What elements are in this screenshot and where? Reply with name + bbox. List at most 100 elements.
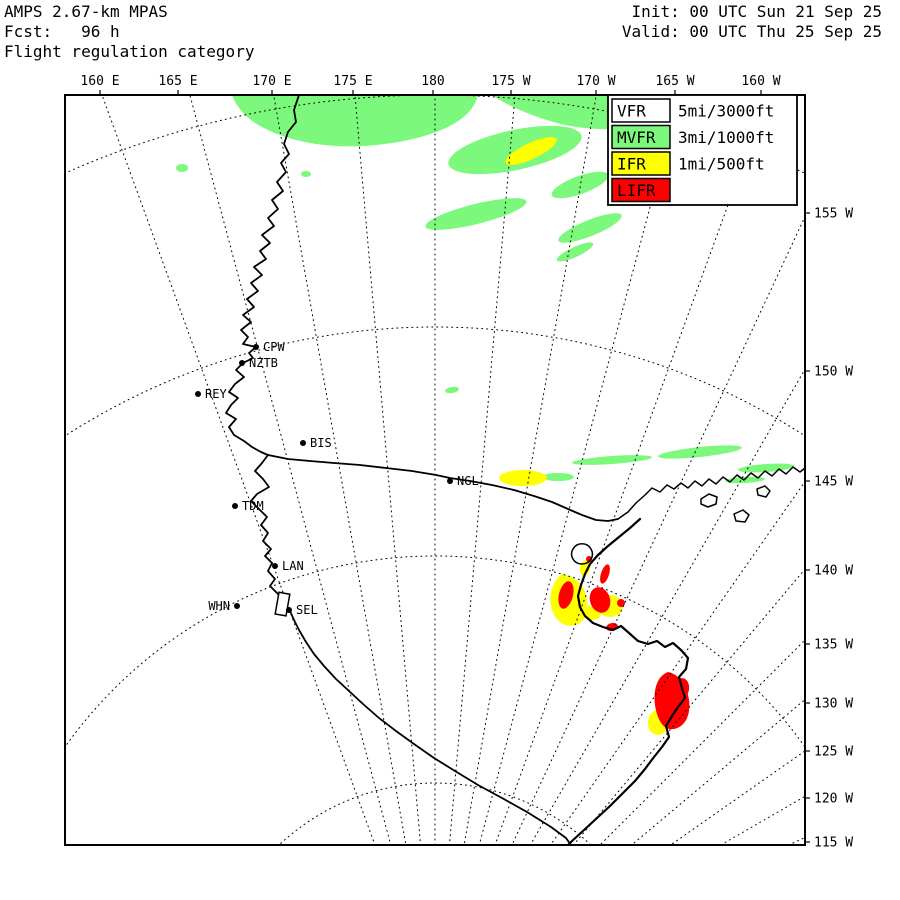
legend-label-lifr: LIFR [617,181,656,200]
longitude-label-top: 165 W [655,74,694,89]
longitude-label-right: 145 W [814,475,853,490]
lifr-area [617,599,625,607]
mvfr-area [425,198,527,230]
mvfr-area [572,455,652,465]
lifr-area [600,564,610,584]
island [733,509,750,523]
mvfr-area [551,171,609,199]
meridian-gridline [494,95,769,845]
coastline-small-loop [570,543,594,565]
longitude-label-top: 170 E [252,74,291,89]
legend-threshold-ifr: 1mi/500ft [678,155,765,174]
longitude-label-right: 140 W [814,564,853,579]
mvfr-area [301,171,311,177]
legend-swatch-ifr [611,151,671,176]
station-marker-tdm [232,503,238,509]
legend-swatch-mvfr [611,124,671,150]
longitude-label-right: 130 W [814,697,853,712]
mvfr-area [558,213,622,243]
lifr-area [589,587,611,613]
mvfr-area [542,473,574,481]
mvfr-area [448,125,582,175]
station-marker-bis [300,440,306,446]
ifr-area [499,470,547,486]
station-label-bis: BIS [310,436,332,450]
legend-label-vfr: VFR [617,102,646,121]
meridian-gridline [511,215,805,845]
map-labels: 160 E 165 E 170 E 175 E 180 175 W 170 W 165 W 16… [80,74,853,851]
legend-label-mvfr: MVFR [617,128,656,147]
meridian-gridline [448,95,516,845]
coastline-right-contour [566,517,690,845]
legend-threshold-vfr: 5mi/3000ft [678,102,774,121]
longitude-label-top: 180 [421,74,444,89]
longitude-label-top: 175 W [491,74,530,89]
station-marker-ngl [447,478,453,484]
station-marker-nztb [239,360,245,366]
station-marker-cpw [253,344,259,350]
model-title: AMPS 2.67-km MPAS [4,2,168,21]
station-marker-rey [195,391,201,397]
longitude-label-right: 155 W [814,207,853,222]
station-marker-lan [272,563,278,569]
meridian-gridline [787,836,805,845]
mvfr-area [445,386,459,394]
station-marker-whn [234,603,240,609]
parallel-gridline [65,555,805,748]
longitude-label-top: 165 E [158,74,197,89]
mvfr-area [658,445,742,459]
station-label-sel: SEL [296,603,318,617]
forecast-hour: Fcst: 96 h [4,22,120,41]
parallel-gridline [278,782,592,845]
product-title: Flight regulation category [4,42,255,61]
legend: VFR 5mi/3000ft MVFR 3mi/1000ft IFR 1mi/500ft L… [607,94,798,206]
meridian-gridline [529,368,805,845]
longitude-label-right: 150 W [814,365,853,380]
mvfr-area [232,95,478,147]
longitude-label-right: 120 W [814,792,853,807]
flight-category-patches [176,95,794,735]
longitude-label-right: 115 W [814,836,853,851]
legend-threshold-mvfr: 3mi/1000ft [678,128,774,147]
meridian-gridline [630,698,805,845]
longitude-label-top: 160 E [80,74,119,89]
longitude-label-top: 160 W [741,74,780,89]
init-time: Init: 00 UTC Sun 21 Sep 25 [631,2,882,21]
station-label-whn: WHN [208,599,230,613]
station-label-rey: REY [205,387,227,401]
longitude-label-right: 125 W [814,745,853,760]
coastline-victoria-land [225,95,572,845]
coastline-east-ridge [617,466,805,520]
longitude-label-top: 175 E [333,74,372,89]
meridian-gridline [273,95,407,845]
parallel-gridline [65,326,805,437]
coastlines [225,95,805,845]
legend-label-ifr: IFR [617,155,646,174]
longitude-label-top: 170 W [576,74,615,89]
mvfr-area [556,242,594,262]
meridian-gridline [478,95,681,845]
station-marker-sel [286,607,292,613]
station-label-lan: LAN [282,559,304,573]
island [700,493,718,508]
meridian-gridline [101,95,376,845]
meridian-gridline [189,95,392,845]
map-frame [64,94,806,846]
station-label-ngl: NGL [457,474,479,488]
meridian-gridline [354,95,422,845]
station-label-nztb: NZTB [249,356,278,370]
lifr-area [558,581,574,609]
island [756,485,771,498]
legend-swatch-lifr [611,177,671,203]
longitude-label-right: 135 W [814,638,853,653]
legend-swatch-vfr [611,98,671,123]
station-label-cpw: CPW [263,340,285,354]
station-label-tdm: TDM [242,499,264,513]
meridian-gridline [463,95,597,845]
ifr-area [505,137,557,165]
meridian-gridline [719,795,805,845]
valid-time: Valid: 00 UTC Thu 25 Sep 25 [621,22,882,41]
